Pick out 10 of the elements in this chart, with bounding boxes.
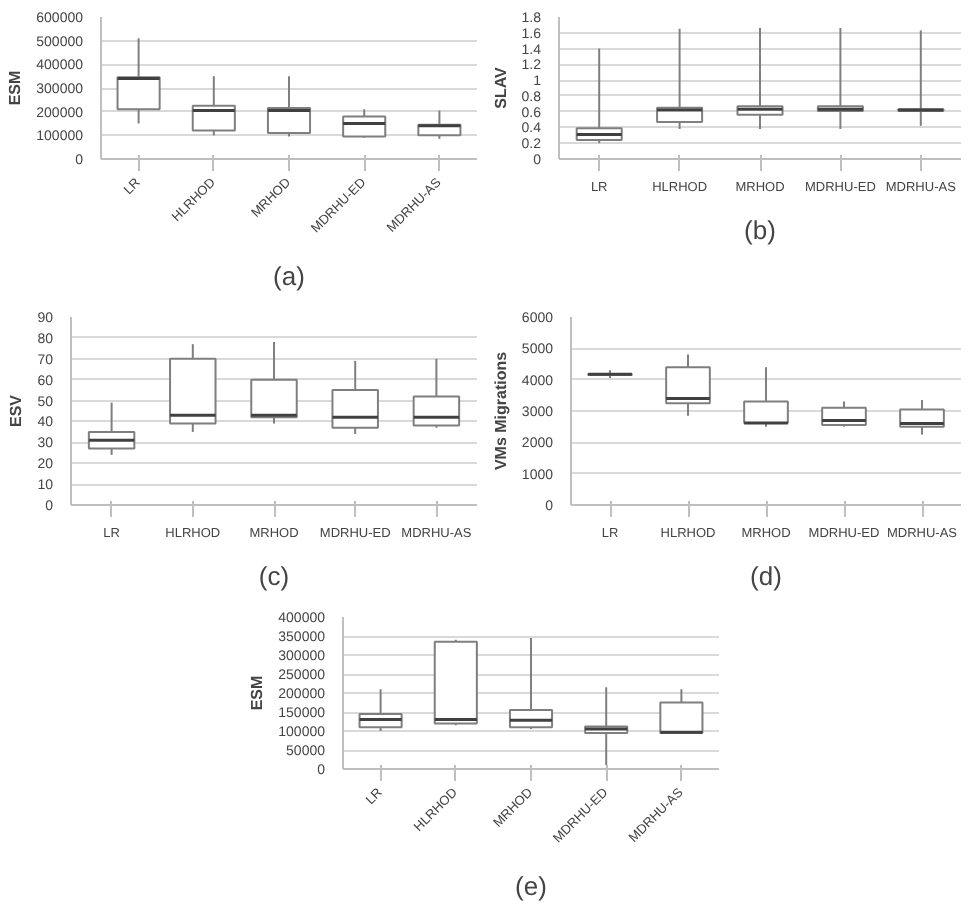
y-axis-title: ESM [6,69,25,106]
text: (e) [515,871,547,901]
y-axis-title: ESM [248,674,267,711]
text: (a) [273,261,305,291]
text: (b) [744,215,776,245]
y-axis-title: ESV [7,393,26,428]
y-axis-title: SLAV [491,65,510,109]
y-axis-title: VMs Migrations [491,350,510,471]
text: (d) [750,561,782,591]
text: (c) [258,561,290,591]
